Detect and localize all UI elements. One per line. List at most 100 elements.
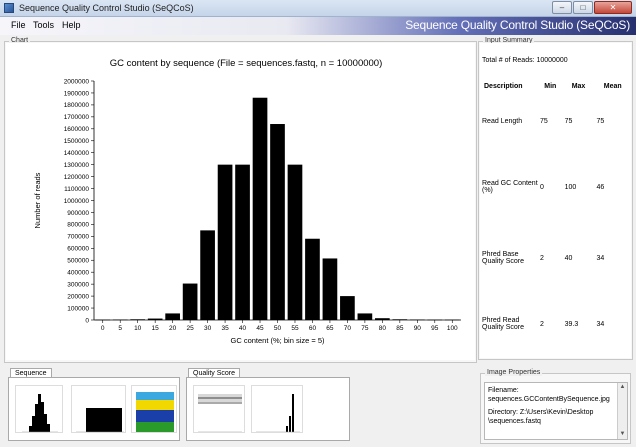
quality-thumbnails: [186, 377, 350, 441]
y-tick-label: 1200000: [64, 174, 90, 181]
chart-bar: [200, 230, 215, 320]
chart-bar: [375, 318, 390, 320]
y-tick-label: 1400000: [64, 150, 90, 157]
row-min: 2: [540, 320, 544, 328]
row-max: 40: [564, 254, 573, 262]
x-tick-label: 5: [118, 325, 122, 332]
y-tick-label: 900000: [67, 210, 89, 217]
y-tick-label: 600000: [67, 246, 89, 253]
y-tick-label: 1000000: [64, 198, 90, 205]
y-tick-label: 300000: [67, 281, 89, 288]
chart-bar: [287, 164, 303, 320]
minimize-button[interactable]: –: [552, 1, 572, 14]
x-tick-label: 65: [326, 325, 334, 332]
row-max: 75: [564, 117, 573, 125]
total-reads-label: Total # of Reads:: [482, 57, 535, 64]
chart-bar: [95, 319, 111, 321]
x-tick-label: 55: [291, 325, 299, 332]
chart-bar: [305, 238, 320, 320]
image-properties-box: Filename: sequences.GCContentBySequence.…: [484, 382, 628, 440]
row-desc: Read Length: [482, 117, 523, 125]
chart-bar: [235, 164, 250, 320]
chart-bar: [165, 313, 180, 320]
table-row: Read GC Content (%) 0 100 46: [480, 149, 631, 225]
chart-bar: [182, 283, 198, 320]
maximize-button[interactable]: □: [573, 1, 593, 14]
row-min: 75: [540, 117, 548, 125]
scroll-down-icon[interactable]: ▼: [619, 431, 626, 437]
table-row: Phred Read Quality Score 2 39.3 34: [480, 291, 631, 357]
menu-help[interactable]: Help: [62, 20, 81, 30]
total-reads-value: 10000000: [536, 57, 568, 64]
y-tick-label: 400000: [67, 270, 89, 277]
y-tick-label: 700000: [67, 234, 89, 241]
window-controls: – □ ✕: [551, 1, 632, 14]
x-tick-label: 85: [396, 325, 404, 332]
thumbnail-quality-distribution-image: [256, 394, 300, 432]
y-tick-label: 0: [85, 317, 89, 324]
row-mean: 46: [596, 183, 605, 191]
x-tick-label: 0: [101, 325, 105, 332]
row-max: 39.3: [564, 320, 579, 328]
x-tick-label: 90: [414, 325, 422, 332]
x-tick-label: 60: [309, 325, 317, 332]
thumbnail-quality-per-position-image: [198, 394, 242, 432]
y-tick-label: 1700000: [64, 114, 90, 121]
total-reads: Total # of Reads: 10000000: [482, 57, 568, 64]
row-desc: Phred Read Quality Score: [482, 317, 525, 331]
input-summary: Total # of Reads: 10000000 Description M…: [480, 43, 631, 358]
menu-file[interactable]: File: [11, 20, 26, 30]
chart-bar: [217, 164, 233, 320]
y-tick-label: 1500000: [64, 138, 90, 145]
directory-label: Directory: Z:\Users\Kevin\Desktop: [488, 409, 594, 416]
y-tick-label: 800000: [67, 222, 89, 229]
summary-header-row: Description Min Max Mean: [480, 79, 631, 93]
table-row: Phred Base Quality Score 2 40 34: [480, 225, 631, 291]
thumbnail-quality-distribution[interactable]: [251, 385, 303, 433]
thumbnail-gc-content[interactable]: [15, 385, 63, 433]
x-tick-label: 70: [344, 325, 352, 332]
row-desc: Phred Base Quality Score: [482, 251, 525, 265]
row-mean: 34: [596, 254, 605, 262]
menu-tools[interactable]: Tools: [33, 20, 55, 30]
thumbnail-quality-per-position[interactable]: [193, 385, 245, 433]
y-tick-label: 1900000: [64, 90, 90, 97]
title-bar: Sequence Quality Control Studio (SeQCoS)…: [0, 0, 636, 17]
x-tick-label: 25: [187, 325, 195, 332]
chart-area: GC content by sequence (File = sequences…: [6, 43, 475, 360]
chart-bar: [409, 319, 425, 321]
filename-value: sequences.GCContentBySequence.jpg: [488, 396, 610, 403]
tab-quality-score[interactable]: Quality Score: [188, 368, 241, 379]
chart-bar: [444, 319, 460, 321]
chart-bar: [270, 124, 285, 321]
summary-table: Description Min Max Mean Read Length 75 …: [480, 79, 631, 357]
chart-bar: [340, 296, 355, 320]
y-axis-label: Number of reads: [33, 172, 42, 228]
x-tick-label: 40: [239, 325, 247, 332]
y-tick-label: 1300000: [64, 162, 90, 169]
chart-bar: [427, 319, 443, 321]
scroll-up-icon[interactable]: ▲: [619, 384, 626, 390]
thumbnail-base-composition[interactable]: [131, 385, 177, 433]
row-min: 2: [540, 254, 544, 262]
x-tick-label: 30: [204, 325, 212, 332]
header-mean: Mean: [603, 82, 622, 90]
header-min: Min: [544, 82, 557, 90]
table-row: Read Length 75 75 75: [480, 93, 631, 149]
x-axis-label: GC content (%; bin size = 5): [231, 336, 326, 345]
close-button[interactable]: ✕: [594, 1, 632, 14]
app-icon: [4, 3, 14, 13]
filename-label: Filename:: [488, 387, 519, 394]
thumbnail-base-composition-image: [136, 392, 174, 432]
input-summary-label: Input Summary: [483, 37, 535, 44]
y-tick-label: 1600000: [64, 126, 90, 133]
row-min: 0: [540, 183, 544, 191]
properties-scrollbar[interactable]: ▲ ▼: [617, 383, 627, 439]
header-max: Max: [571, 82, 586, 90]
sequence-thumbnails: [8, 377, 180, 441]
chart-bar: [112, 319, 128, 321]
y-tick-label: 1100000: [64, 186, 89, 193]
chart-bar: [357, 313, 373, 320]
tab-sequence[interactable]: Sequence: [10, 368, 52, 379]
thumbnail-read-length[interactable]: [71, 385, 126, 433]
